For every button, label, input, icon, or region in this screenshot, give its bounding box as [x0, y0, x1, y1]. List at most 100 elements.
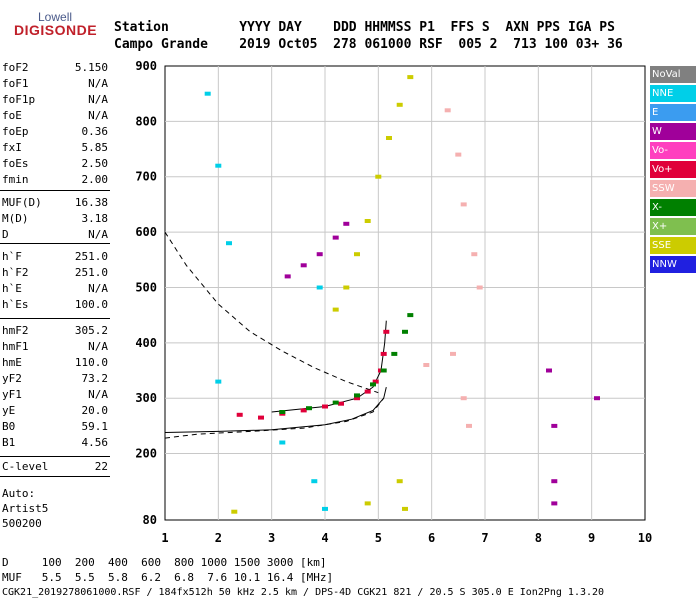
data-point — [306, 406, 312, 411]
data-point — [364, 389, 371, 394]
param-name: h`Es — [2, 298, 29, 311]
data-point — [383, 329, 390, 334]
data-point — [236, 412, 243, 417]
data-point — [258, 415, 264, 420]
param-name: foEp — [2, 125, 29, 138]
x-tick-label: 6 — [428, 531, 435, 545]
param-name: hmF1 — [2, 340, 29, 353]
data-point — [364, 501, 371, 506]
legend-item: X+ — [650, 218, 696, 235]
param-name: M(D) — [2, 212, 29, 225]
digisonde-logo: DIGISONDE — [14, 22, 98, 38]
param-row: fmin 2.00 — [2, 172, 108, 188]
param-value: N/A — [88, 93, 108, 106]
data-point — [332, 400, 339, 405]
data-point — [354, 393, 360, 398]
data-point — [375, 174, 382, 179]
legend-item: SSE — [650, 237, 696, 254]
data-point — [396, 479, 403, 484]
param-name: foF1 — [2, 77, 29, 90]
param-value: 20.0 — [81, 404, 109, 417]
separator — [0, 456, 110, 457]
param-row: fxI 5.85 — [2, 140, 108, 156]
data-point — [551, 423, 558, 428]
data-point — [423, 363, 430, 367]
muf-row: MUF 5.5 5.5 5.8 6.2 6.8 7.6 10.1 16.4 [M… — [2, 571, 334, 584]
param-name: h`E — [2, 282, 22, 295]
param-row: MUF(D) 16.38 — [2, 195, 108, 211]
data-point — [386, 136, 392, 140]
x-tick-label: 2 — [215, 531, 222, 545]
param-row: h`Es 100.0 — [2, 297, 108, 313]
param-name: hmE — [2, 356, 22, 369]
data-point — [226, 241, 232, 246]
param-name: B1 — [2, 436, 16, 449]
data-point — [354, 252, 360, 257]
data-point — [215, 163, 222, 168]
y-tick-label: 900 — [135, 59, 157, 73]
data-point — [204, 91, 211, 96]
data-point — [460, 396, 467, 401]
param-value: 0.36 — [81, 125, 109, 138]
param-row: foF1 N/A — [2, 76, 108, 92]
data-point — [364, 219, 371, 223]
param-value: 110.0 — [74, 356, 108, 369]
data-point — [455, 152, 462, 157]
legend-item: Vo+ — [650, 161, 696, 178]
y-tick-label: 80 — [143, 513, 157, 527]
curve-profile — [164, 386, 387, 433]
legend-item: NoVal — [650, 66, 696, 83]
param-row: foEs 2.50 — [2, 156, 108, 172]
param-value: 3.18 — [81, 212, 109, 225]
param-name: h`F — [2, 250, 22, 263]
data-point — [546, 368, 552, 373]
param-value: N/A — [88, 109, 108, 122]
x-tick-label: 4 — [321, 531, 328, 545]
param-row: B1 4.56 — [2, 435, 108, 451]
param-name: D — [2, 228, 9, 241]
lowell-logo-text: Lowell — [38, 10, 73, 24]
x-tick-label: 5 — [375, 531, 382, 545]
data-point — [466, 423, 472, 428]
y-tick-label: 700 — [135, 170, 157, 184]
data-point — [332, 307, 339, 312]
data-point — [338, 401, 344, 406]
auto-code: 500200 — [2, 517, 42, 530]
param-name: MUF(D) — [2, 196, 42, 209]
param-row: foF2 5.150 — [2, 60, 108, 76]
param-row: hmE 110.0 — [2, 355, 108, 371]
param-name: foF1p — [2, 93, 36, 106]
data-point — [311, 479, 318, 484]
ionogram-chart: 1 2 3 4 5 6 7 8 9 10 80 200 300 400 500 600 700 800 900 — [135, 59, 652, 545]
param-row: foEp 0.36 — [2, 124, 108, 140]
x-tick-label: 3 — [268, 531, 275, 545]
legend-item: W — [650, 123, 696, 140]
param-name: fmin — [2, 173, 29, 186]
param-name: h`F2 — [2, 266, 29, 279]
param-value: 305.2 — [74, 324, 108, 337]
y-tick-label: 800 — [135, 114, 157, 128]
x-tick-label: 7 — [481, 531, 488, 545]
param-row: C-level 22 — [2, 459, 108, 475]
plot-frame — [164, 65, 646, 521]
x-tick-label: 9 — [588, 531, 595, 545]
legend-item: X- — [650, 199, 696, 216]
param-row: foE N/A — [2, 108, 108, 124]
data-point — [279, 410, 286, 414]
data-point — [407, 75, 414, 80]
param-name: foEs — [2, 157, 29, 170]
data-point — [343, 221, 350, 226]
param-name: yE — [2, 404, 16, 417]
data-point — [402, 506, 408, 511]
data-point — [551, 479, 558, 484]
param-value: N/A — [88, 282, 108, 295]
footer-info: CGK21_2019278061000.RSF / 184fx512h 50 k… — [2, 587, 605, 598]
x-tick-label: 10 — [638, 531, 652, 545]
param-value: 2.50 — [81, 157, 109, 170]
data-point — [444, 108, 451, 113]
param-value: 4.56 — [81, 436, 109, 449]
param-value: 251.0 — [74, 266, 108, 279]
data-point — [300, 408, 307, 413]
data-point — [402, 329, 408, 334]
legend-item: NNE — [650, 85, 696, 102]
